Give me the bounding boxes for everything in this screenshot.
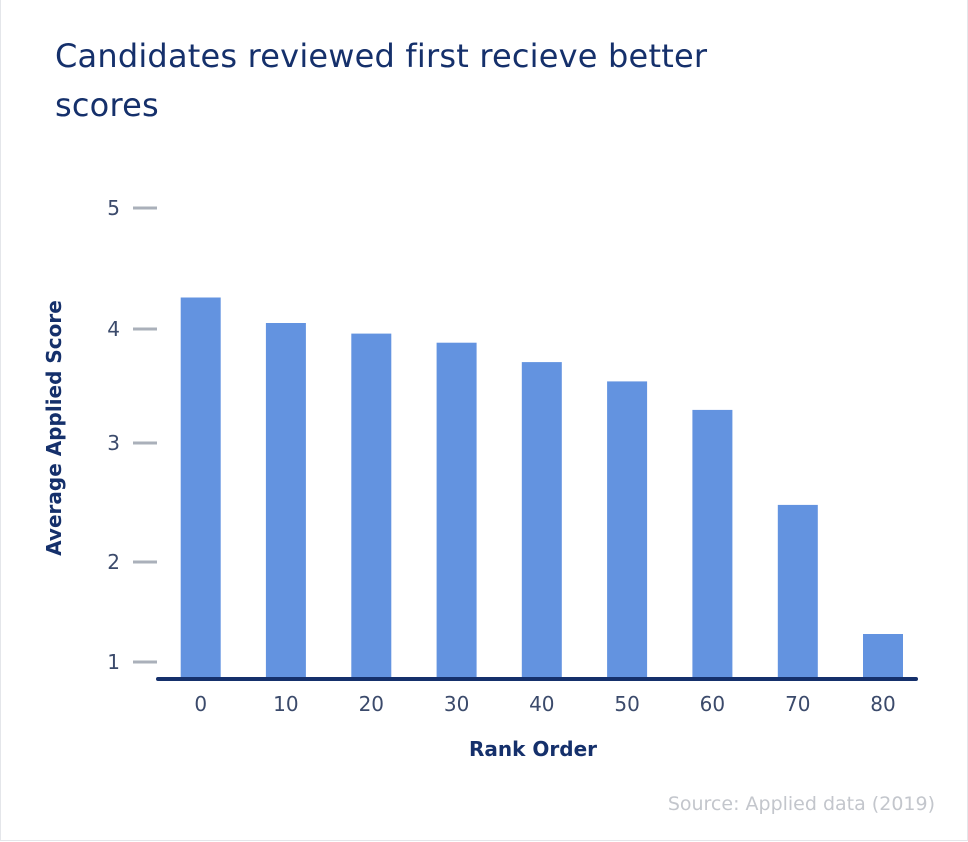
bar bbox=[351, 333, 392, 679]
x-tick-label: 0 bbox=[194, 692, 207, 716]
x-axis: 0 10 20 30 40 50 60 70 80 bbox=[194, 692, 895, 716]
bar bbox=[436, 342, 477, 679]
x-tick-label: 10 bbox=[273, 692, 298, 716]
bar bbox=[180, 297, 221, 679]
bar bbox=[607, 381, 648, 679]
x-tick-label: 80 bbox=[870, 692, 895, 716]
y-tick-label: 4 bbox=[107, 317, 120, 341]
x-axis-label: Rank Order bbox=[468, 737, 598, 761]
bar-series bbox=[180, 297, 903, 679]
x-tick-label: 20 bbox=[359, 692, 384, 716]
x-tick-label: 30 bbox=[444, 692, 469, 716]
x-tick-label: 70 bbox=[785, 692, 810, 716]
y-tick-label: 1 bbox=[107, 650, 120, 674]
y-tick-label: 2 bbox=[107, 550, 120, 574]
y-axis: 1 2 3 4 5 bbox=[107, 196, 157, 674]
y-axis-label: Average Applied Score bbox=[42, 300, 66, 556]
bar bbox=[863, 634, 903, 679]
x-tick-label: 60 bbox=[700, 692, 725, 716]
bar bbox=[777, 504, 818, 679]
y-tick-label: 3 bbox=[107, 431, 120, 455]
bar bbox=[521, 362, 562, 679]
y-tick-label: 5 bbox=[107, 196, 120, 220]
chart-title: Candidates reviewed first recieve better… bbox=[55, 37, 708, 124]
bar bbox=[265, 323, 306, 679]
x-tick-label: 50 bbox=[614, 692, 639, 716]
x-tick-label: 40 bbox=[529, 692, 554, 716]
bar bbox=[692, 409, 733, 679]
source-note: Source: Applied data (2019) bbox=[667, 793, 935, 815]
